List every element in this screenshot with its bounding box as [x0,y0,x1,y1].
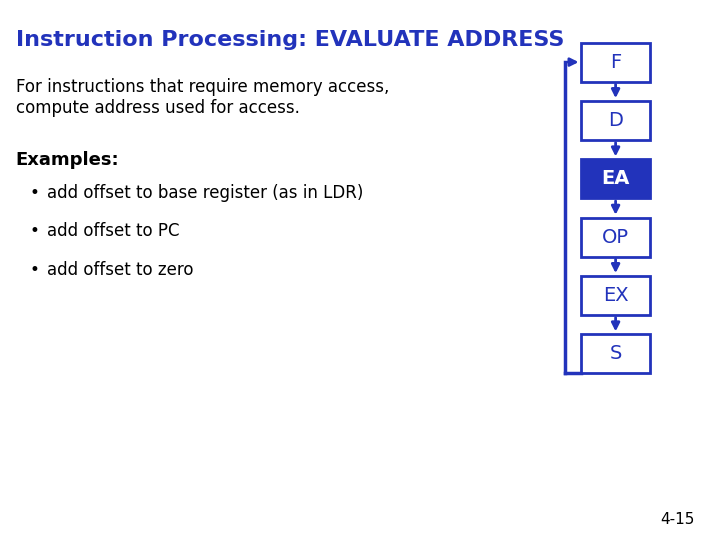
Text: add offset to zero: add offset to zero [47,261,193,279]
Text: OP: OP [602,227,629,247]
Text: Examples:: Examples: [16,151,120,169]
Text: EX: EX [603,286,629,305]
Text: •: • [30,261,40,279]
Text: F: F [610,52,621,72]
Bar [582,218,649,256]
Text: •: • [30,184,40,201]
Text: For instructions that require memory access,
compute address used for access.: For instructions that require memory acc… [16,78,390,117]
Text: add offset to PC: add offset to PC [47,222,179,240]
Bar [582,101,649,140]
Text: D: D [608,111,623,130]
Bar [582,43,649,82]
Bar [582,159,649,198]
Bar [582,276,649,315]
Bar [582,334,649,373]
Text: EA: EA [601,169,630,188]
Text: •: • [30,222,40,240]
Text: Instruction Processing: EVALUATE ADDRESS: Instruction Processing: EVALUATE ADDRESS [16,30,564,50]
Text: S: S [609,344,622,363]
Text: 4-15: 4-15 [660,511,695,526]
Text: add offset to base register (as in LDR): add offset to base register (as in LDR) [47,184,363,201]
